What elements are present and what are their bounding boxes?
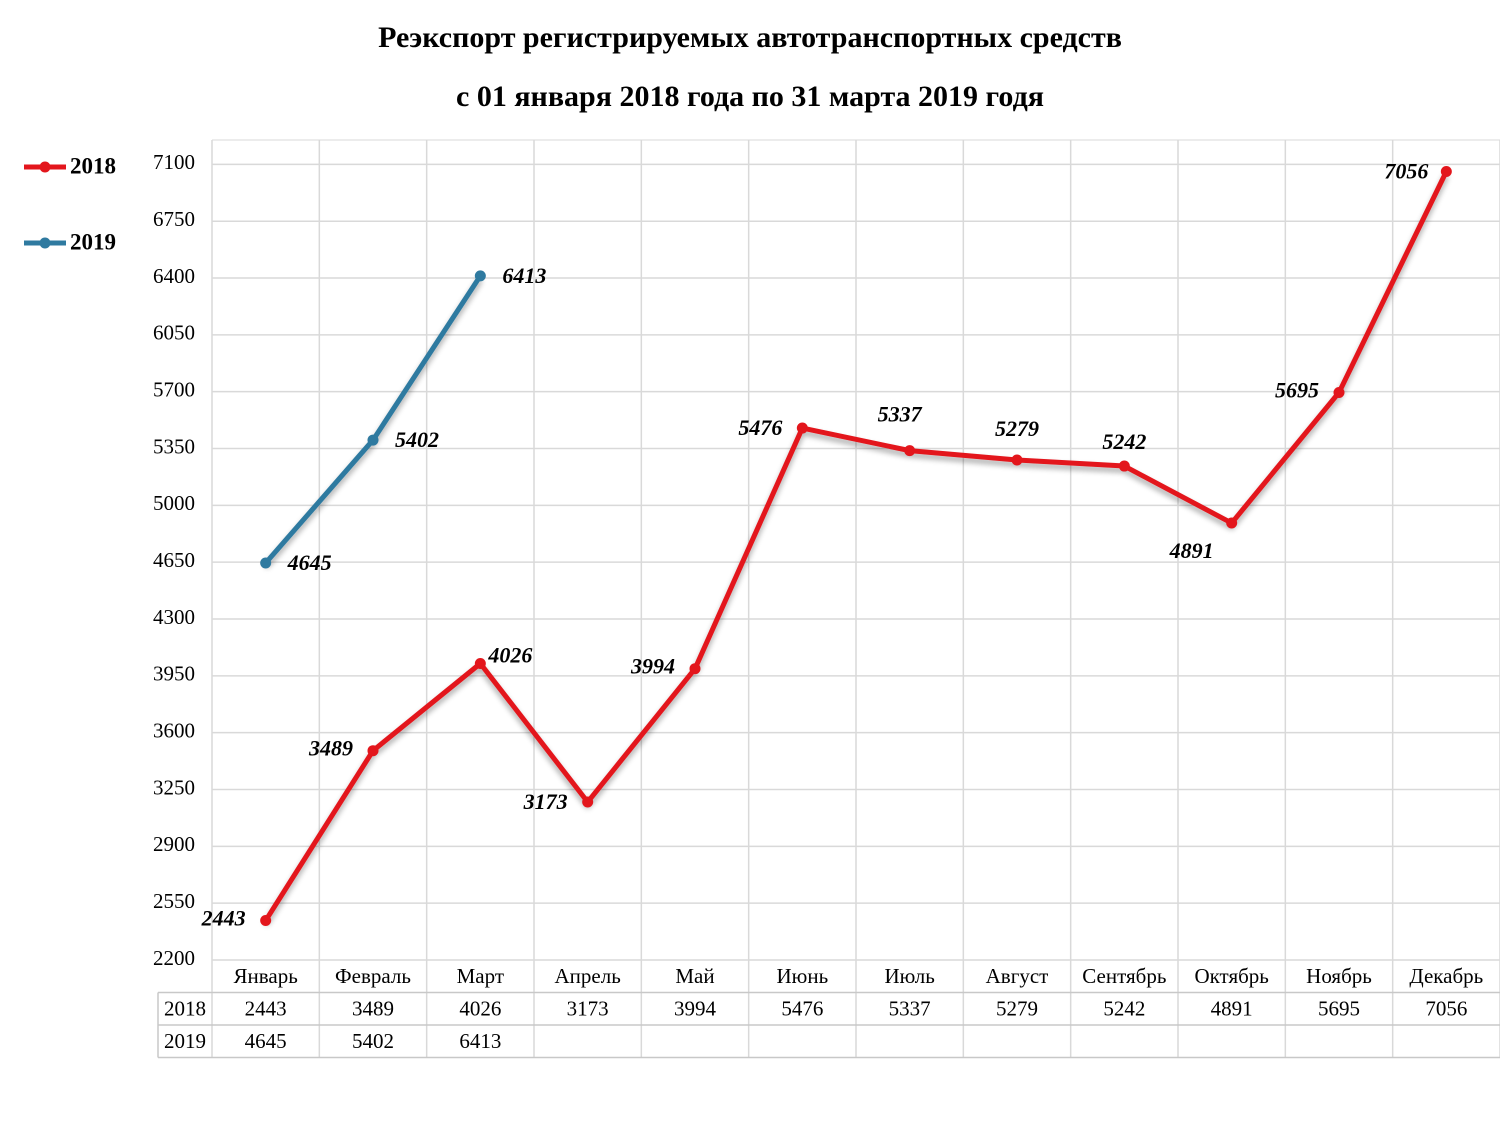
y-tick-label: 5700: [153, 377, 195, 401]
y-tick-label: 3250: [153, 775, 195, 799]
legend-marker: [39, 237, 51, 249]
table-cell: 5695: [1318, 997, 1360, 1021]
table-cell: 5476: [781, 997, 823, 1021]
data-label: 5279: [995, 416, 1039, 441]
point: [1011, 454, 1023, 466]
point: [260, 915, 272, 927]
data-label: 4645: [287, 550, 332, 575]
y-tick-label: 7100: [153, 150, 195, 174]
series-line: [263, 170, 1449, 922]
x-tick-label: Май: [675, 964, 714, 988]
x-tick-label: Июнь: [776, 964, 828, 988]
point: [904, 445, 916, 457]
x-tick-label: Январь: [234, 964, 298, 988]
table-row-header: 2018: [164, 997, 206, 1021]
point: [1226, 517, 1238, 529]
point: [582, 796, 594, 808]
data-label: 5695: [1275, 378, 1319, 403]
table-cell: 4891: [1211, 997, 1253, 1021]
x-tick-label: Апрель: [555, 964, 621, 988]
y-tick-label: 3950: [153, 662, 195, 686]
table-cell: 4026: [459, 997, 501, 1021]
table-cell: 5279: [996, 997, 1038, 1021]
data-label: 3489: [308, 736, 353, 761]
data-label: 3994: [630, 654, 675, 679]
data-label: 3173: [523, 789, 568, 814]
x-tick-label: Октябрь: [1194, 964, 1268, 988]
x-tick-label: Июль: [884, 964, 934, 988]
y-tick-label: 4650: [153, 548, 195, 572]
point: [1333, 386, 1345, 398]
y-tick-label: 3600: [153, 718, 195, 742]
x-tick-label: Сентябрь: [1082, 964, 1166, 988]
table-cell: 3489: [352, 997, 394, 1021]
legend-marker: [39, 161, 51, 173]
table-cell: 7056: [1425, 997, 1467, 1021]
point: [796, 422, 808, 434]
y-tick-label: 6750: [153, 207, 195, 231]
data-label: 7056: [1384, 159, 1428, 184]
table-cell: 3994: [674, 997, 717, 1021]
x-tick-label: Март: [457, 964, 504, 988]
series-line: [263, 274, 483, 565]
data-label: 2443: [201, 906, 246, 931]
table-cell: 4645: [245, 1029, 287, 1053]
point: [367, 745, 379, 757]
point: [1118, 460, 1130, 472]
y-tick-label: 6050: [153, 321, 195, 345]
y-tick-label: 5350: [153, 434, 195, 458]
table-cell: 5402: [352, 1029, 394, 1053]
x-tick-label: Декабрь: [1409, 964, 1483, 988]
table-cell: 6413: [459, 1029, 501, 1053]
data-label: 5242: [1102, 429, 1146, 454]
point: [689, 663, 701, 675]
legend-label: 2018: [70, 153, 116, 178]
data-label: 4891: [1169, 538, 1214, 563]
chart-title: Реэкспорт регистрируемых автотранспортны…: [378, 21, 1122, 54]
table-cell: 5242: [1103, 997, 1145, 1021]
point: [260, 557, 272, 569]
point: [474, 270, 486, 282]
y-tick-label: 2550: [153, 889, 195, 913]
table-row-header: 2019: [164, 1029, 206, 1053]
data-label: 5402: [395, 427, 439, 452]
y-tick-label: 5000: [153, 491, 195, 515]
y-tick-label: 6400: [153, 264, 195, 288]
point: [1440, 166, 1452, 178]
point: [474, 658, 486, 670]
x-tick-label: Август: [986, 964, 1049, 988]
y-tick-label: 4300: [153, 605, 195, 629]
x-tick-label: Ноябрь: [1306, 964, 1372, 988]
data-label: 5337: [878, 402, 923, 427]
point: [367, 434, 379, 446]
y-tick-label: 2200: [153, 946, 195, 970]
table-cell: 2443: [245, 997, 287, 1021]
table-cell: 3173: [567, 997, 609, 1021]
legend-label: 2019: [70, 229, 116, 254]
x-tick-label: Февраль: [335, 964, 411, 988]
data-label: 4026: [487, 643, 532, 668]
chart-subtitle: с 01 января 2018 года по 31 марта 2019 г…: [456, 80, 1044, 113]
data-label: 6413: [502, 263, 546, 288]
data-label: 5476: [738, 415, 782, 440]
table-cell: 5337: [889, 997, 931, 1021]
y-tick-label: 2900: [153, 832, 195, 856]
